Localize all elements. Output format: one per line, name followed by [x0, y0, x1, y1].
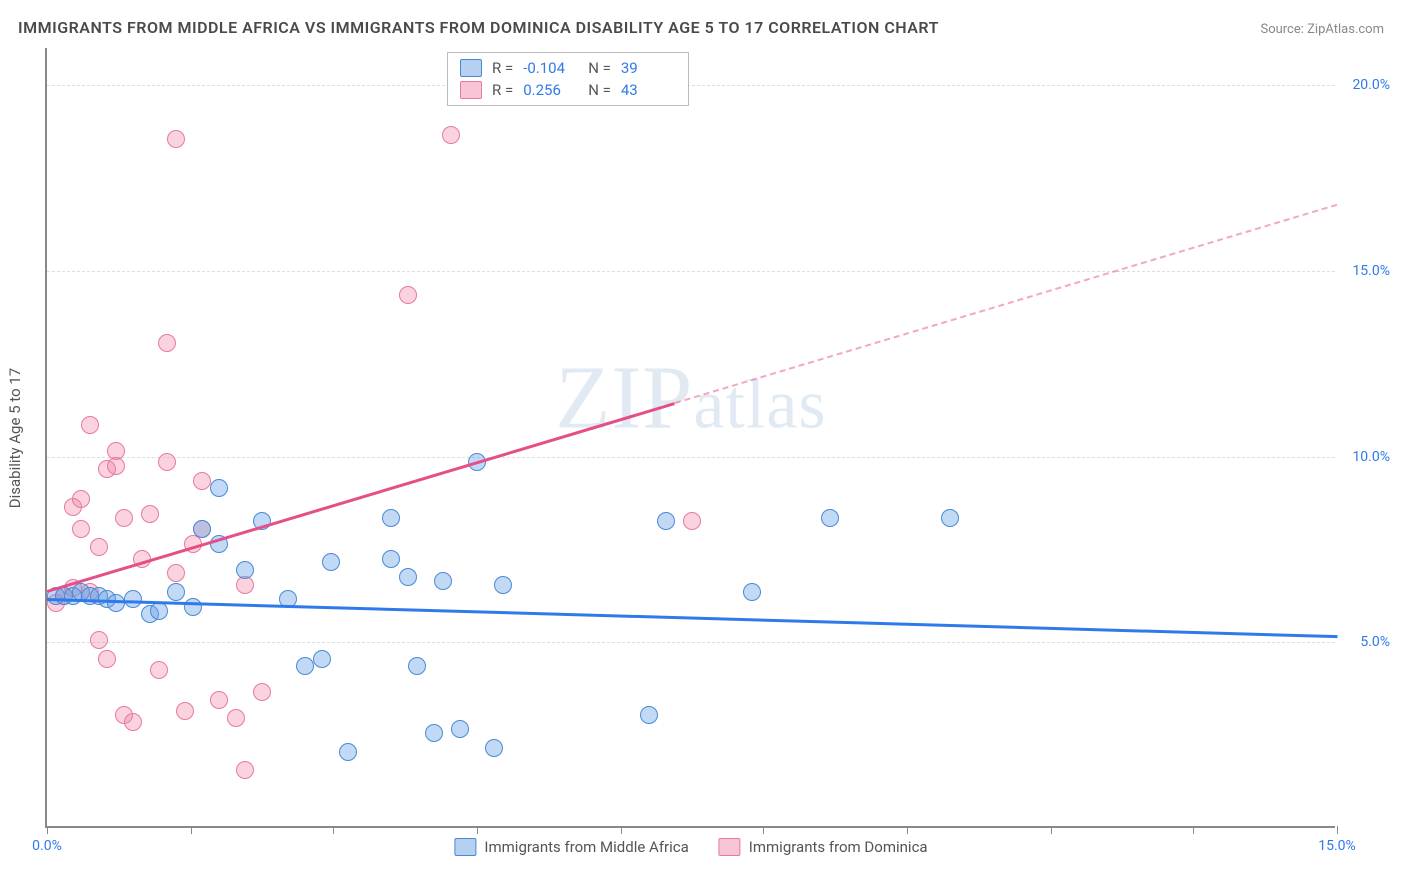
legend-row-blue: R = -0.104 N = 39 [460, 57, 676, 79]
swatch-pink-icon [719, 838, 741, 856]
data-point [382, 509, 400, 527]
data-point [941, 509, 959, 527]
data-point [167, 130, 185, 148]
data-point [184, 598, 202, 616]
data-point [150, 661, 168, 679]
y-tick-label: 20.0% [1340, 77, 1390, 93]
data-point [382, 550, 400, 568]
data-point [210, 691, 228, 709]
x-tick-mark [47, 826, 48, 834]
data-point [657, 512, 675, 530]
data-point [158, 453, 176, 471]
data-point [210, 479, 228, 497]
gridline [47, 271, 1335, 272]
y-tick-label: 10.0% [1340, 449, 1390, 465]
x-tick-mark [907, 826, 908, 834]
data-point [494, 576, 512, 594]
data-point [236, 761, 254, 779]
data-point [98, 650, 116, 668]
data-point [158, 334, 176, 352]
legend-n-label: N = [588, 81, 611, 99]
data-point [167, 564, 185, 582]
x-tick-label: 0.0% [32, 838, 62, 854]
legend-item-pink: Immigrants from Dominica [719, 838, 928, 856]
legend-pink-n: 43 [621, 81, 676, 99]
data-point [193, 520, 211, 538]
legend-item-blue: Immigrants from Middle Africa [454, 838, 688, 856]
legend-blue-r: -0.104 [523, 59, 578, 77]
trend-line [675, 204, 1338, 404]
data-point [683, 512, 701, 530]
x-tick-mark [1337, 826, 1338, 834]
data-point [227, 709, 245, 727]
legend-r-label: R = [492, 59, 513, 77]
data-point [72, 520, 90, 538]
legend-correlation: R = -0.104 N = 39 R = 0.256 N = 43 [447, 52, 689, 106]
data-point [821, 509, 839, 527]
gridline [47, 85, 1335, 86]
data-point [313, 650, 331, 668]
x-tick-mark [621, 826, 622, 834]
swatch-blue-icon [460, 59, 482, 77]
gridline [47, 642, 1335, 643]
data-point [408, 657, 426, 675]
x-tick-mark [763, 826, 764, 834]
data-point [81, 416, 99, 434]
data-point [253, 683, 271, 701]
data-point [451, 720, 469, 738]
data-point [399, 286, 417, 304]
data-point [322, 553, 340, 571]
data-point [640, 706, 658, 724]
gridline [47, 457, 1335, 458]
legend-pink-r: 0.256 [523, 81, 578, 99]
x-tick-mark [333, 826, 334, 834]
data-point [90, 538, 108, 556]
x-tick-mark [1193, 826, 1194, 834]
swatch-pink-icon [460, 81, 482, 99]
legend-pink-name: Immigrants from Dominica [749, 838, 928, 856]
data-point [743, 583, 761, 601]
y-tick-label: 5.0% [1340, 634, 1390, 650]
data-point [236, 561, 254, 579]
legend-r-label: R = [492, 81, 513, 99]
chart-title: IMMIGRANTS FROM MIDDLE AFRICA VS IMMIGRA… [18, 18, 939, 37]
legend-n-label: N = [588, 59, 611, 77]
data-point [425, 724, 443, 742]
data-point [339, 743, 357, 761]
data-point [434, 572, 452, 590]
data-point [296, 657, 314, 675]
data-point [115, 509, 133, 527]
legend-series: Immigrants from Middle Africa Immigrants… [454, 838, 927, 856]
x-tick-mark [1051, 826, 1052, 834]
swatch-blue-icon [454, 838, 476, 856]
data-point [167, 583, 185, 601]
data-point [72, 490, 90, 508]
y-tick-label: 15.0% [1340, 263, 1390, 279]
x-tick-label: 15.0% [1318, 838, 1356, 854]
x-tick-mark [191, 826, 192, 834]
y-axis-label: Disability Age 5 to 17 [6, 368, 24, 508]
data-point [124, 713, 142, 731]
data-point [107, 457, 125, 475]
trend-line [47, 598, 1337, 638]
plot-region: ZIPatlas R = -0.104 N = 39 R = 0.256 N =… [45, 48, 1335, 828]
data-point [90, 631, 108, 649]
data-point [399, 568, 417, 586]
data-point [193, 472, 211, 490]
source-attribution: Source: ZipAtlas.com [1260, 22, 1384, 37]
data-point [176, 702, 194, 720]
data-point [442, 126, 460, 144]
data-point [485, 739, 503, 757]
trend-line [47, 402, 676, 593]
legend-row-pink: R = 0.256 N = 43 [460, 79, 676, 101]
legend-blue-name: Immigrants from Middle Africa [484, 838, 688, 856]
x-tick-mark [477, 826, 478, 834]
chart-area: Disability Age 5 to 17 ZIPatlas R = -0.1… [45, 48, 1335, 828]
data-point [141, 505, 159, 523]
legend-blue-n: 39 [621, 59, 676, 77]
